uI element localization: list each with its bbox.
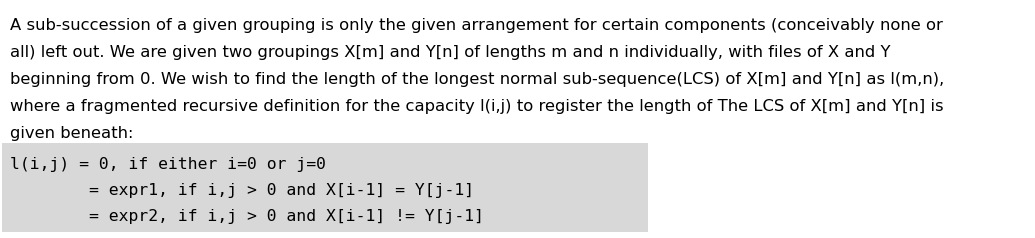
Text: A sub-succession of a given grouping is only the given arrangement for certain c: A sub-succession of a given grouping is …: [10, 18, 943, 33]
Text: l(i,j) = 0, if either i=0 or j=0: l(i,j) = 0, if either i=0 or j=0: [10, 157, 326, 172]
Text: given beneath:: given beneath:: [10, 126, 134, 141]
Text: = expr1, if i,j > 0 and X[i-1] = Y[j-1]: = expr1, if i,j > 0 and X[i-1] = Y[j-1]: [10, 183, 474, 198]
Text: where a fragmented recursive definition for the capacity l(i,j) to register the : where a fragmented recursive definition …: [10, 99, 944, 114]
Text: all) left out. We are given two groupings X[m] and Y[n] of lengths m and n indiv: all) left out. We are given two grouping…: [10, 45, 890, 60]
Text: beginning from 0. We wish to find the length of the longest normal sub-sequence(: beginning from 0. We wish to find the le…: [10, 72, 944, 87]
Text: = expr2, if i,j > 0 and X[i-1] != Y[j-1]: = expr2, if i,j > 0 and X[i-1] != Y[j-1]: [10, 209, 484, 224]
Bar: [2, 143, 648, 232]
